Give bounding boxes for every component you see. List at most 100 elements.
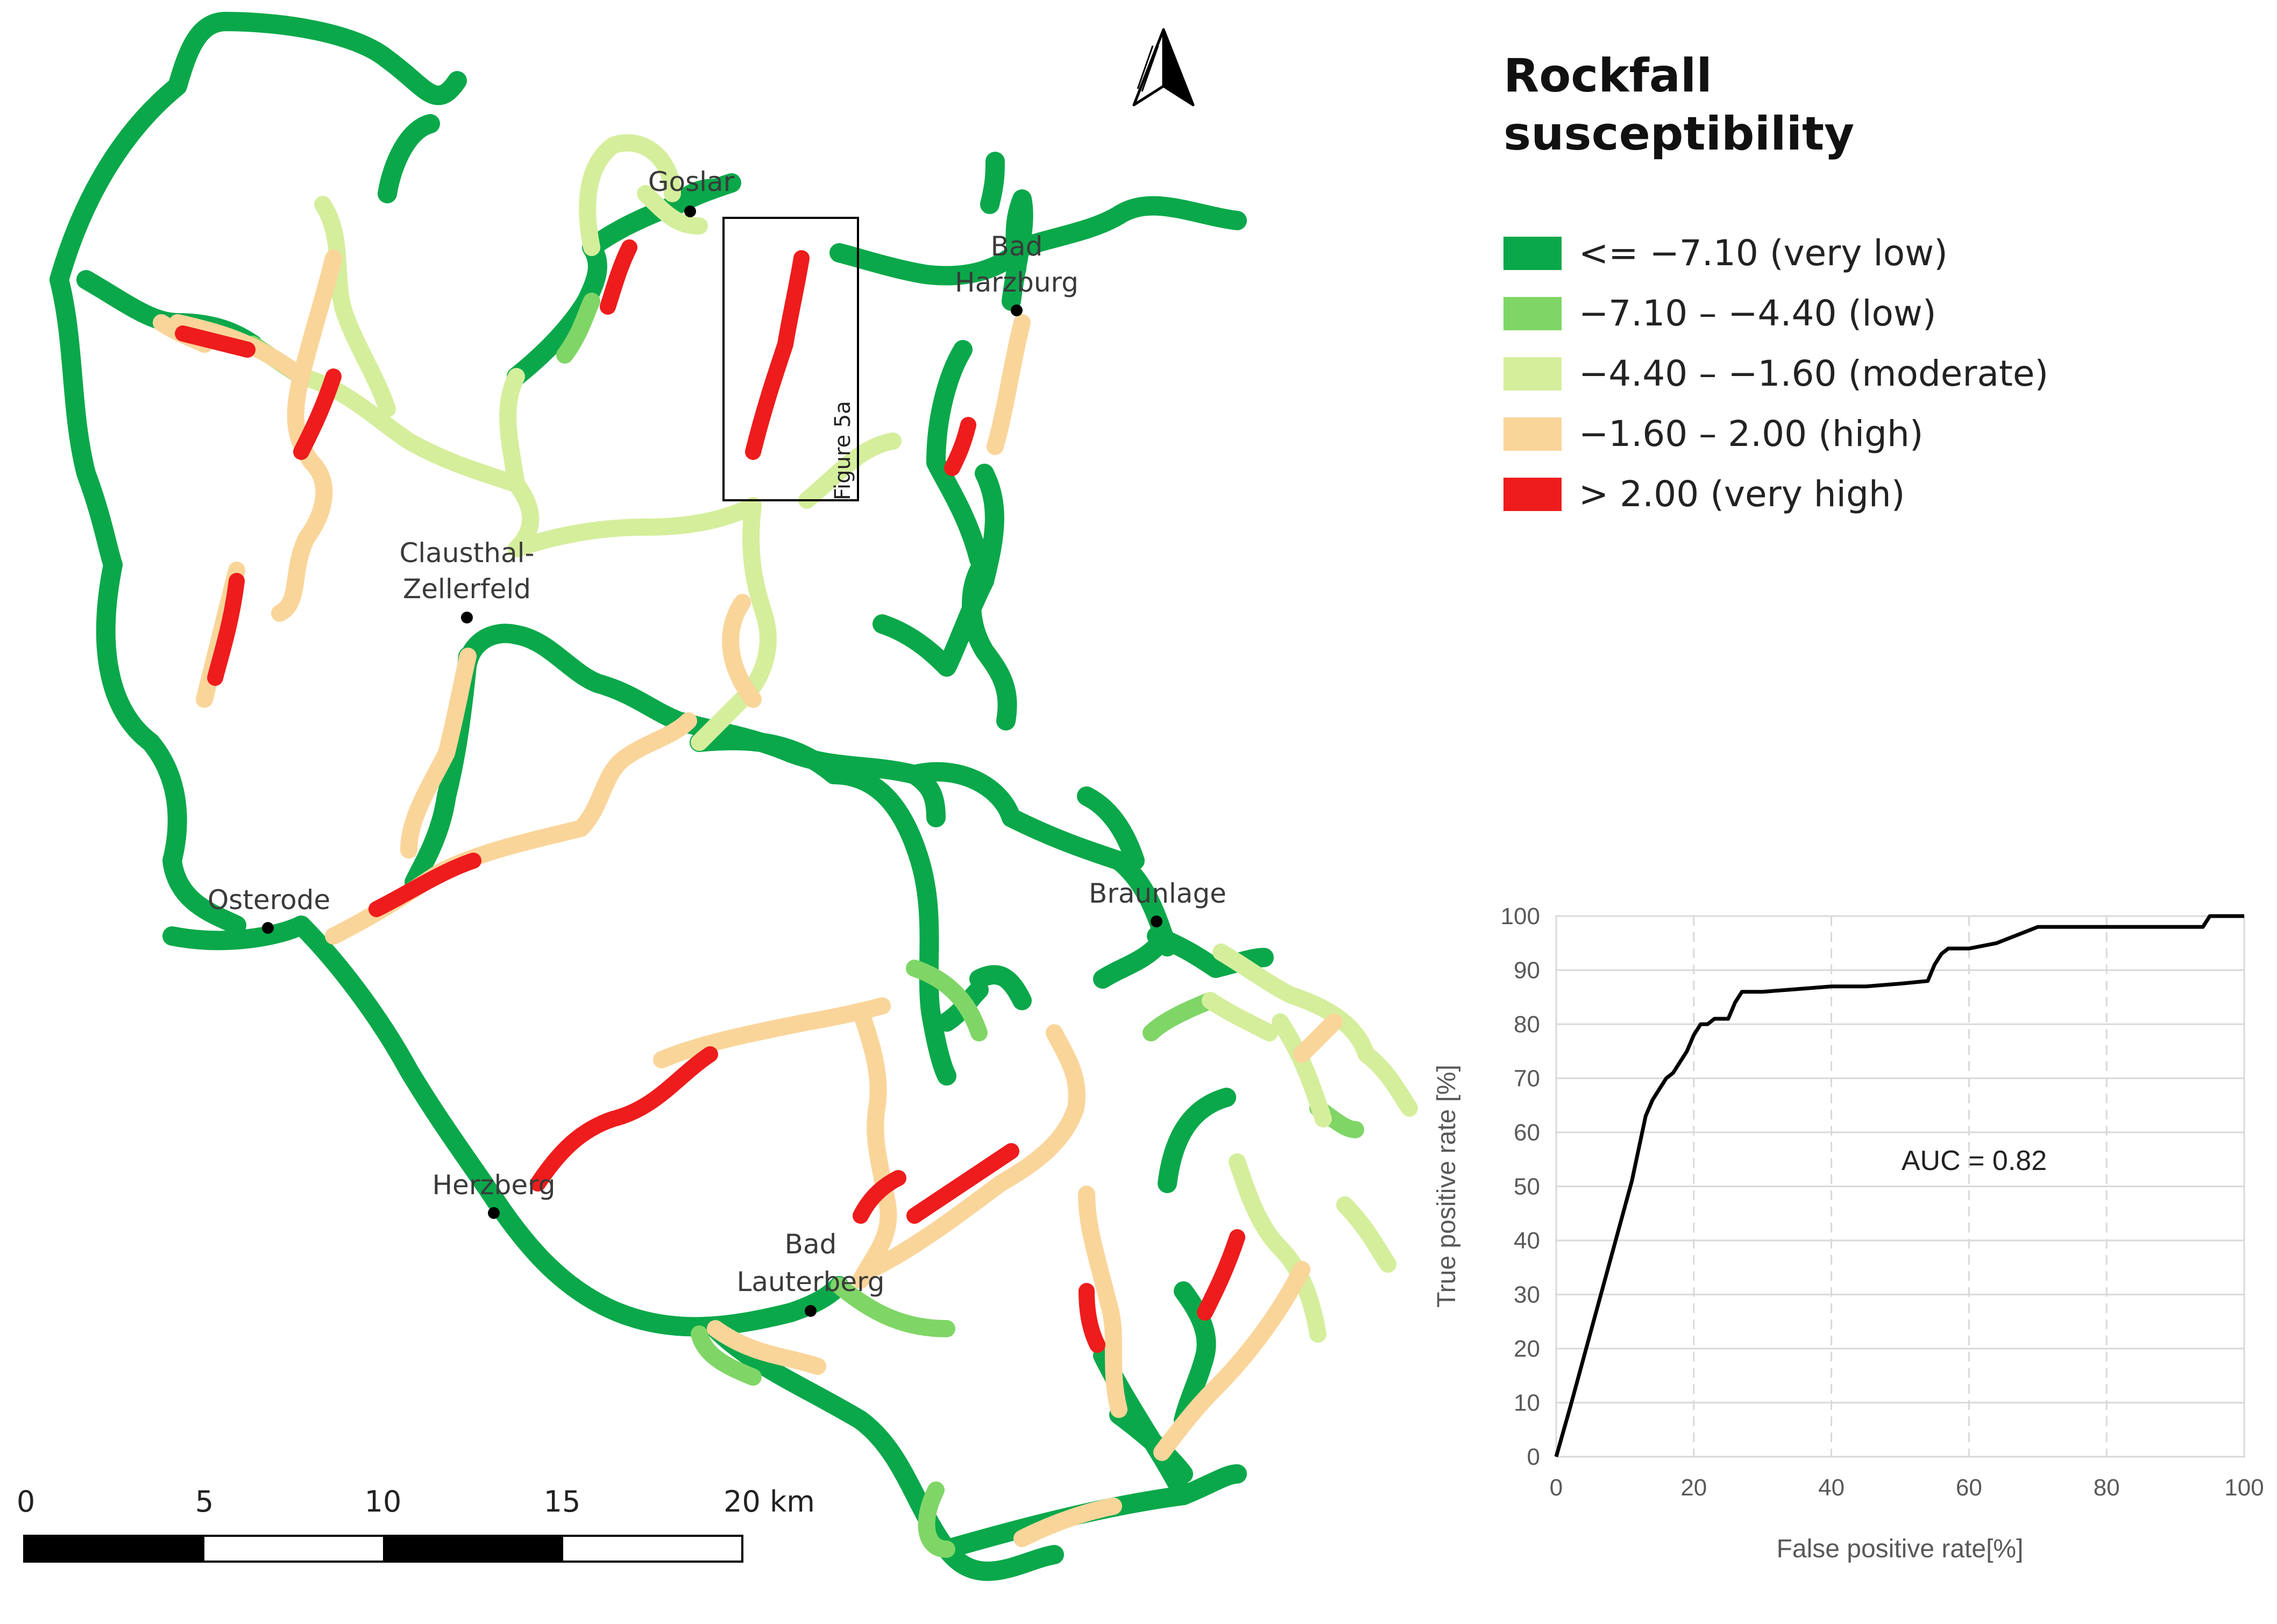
roads-low bbox=[244, 293, 1364, 1558]
road-segment bbox=[1158, 1088, 1236, 1193]
road-segment bbox=[637, 185, 708, 235]
city-dot bbox=[461, 612, 473, 623]
road-segment bbox=[980, 152, 1005, 214]
road-segment bbox=[987, 314, 1031, 455]
x-axis-title: False positive rate[%] bbox=[1777, 1535, 2024, 1563]
road-segment bbox=[853, 1170, 906, 1224]
road-segment bbox=[1293, 1013, 1343, 1063]
auc-annotation: AUC = 0.82 bbox=[1902, 1145, 2047, 1176]
road-segment bbox=[1077, 786, 1145, 870]
legend-swatch bbox=[1503, 478, 1562, 511]
x-tick-label: 100 bbox=[2224, 1474, 2264, 1501]
road-segment bbox=[831, 1277, 955, 1337]
y-axis-title: True positive rate [%] bbox=[1432, 1065, 1461, 1308]
roc-y-ticks: 0 10 20 30 40 50 60 70 80 90 100 bbox=[1501, 903, 1540, 1470]
road-segment bbox=[207, 573, 245, 686]
legend-swatch bbox=[1503, 417, 1562, 451]
x-tick-label: 80 bbox=[2094, 1474, 2120, 1501]
road-segment bbox=[722, 594, 762, 708]
city-label-line-1: Bad bbox=[991, 231, 1043, 262]
road-segment bbox=[1174, 1281, 1216, 1430]
city-dot bbox=[684, 205, 696, 217]
road-segment bbox=[691, 497, 777, 751]
road-segment bbox=[293, 368, 540, 557]
legend-swatch bbox=[1503, 357, 1562, 391]
road-segment bbox=[162, 916, 311, 951]
city-goslar: Goslar bbox=[648, 166, 735, 217]
road-segment bbox=[1143, 992, 1219, 1041]
road-segment bbox=[668, 179, 725, 214]
roads-moderate bbox=[293, 134, 1418, 1343]
road-segment bbox=[863, 1024, 1086, 1278]
road-segment bbox=[49, 270, 123, 575]
road-segment bbox=[485, 1190, 849, 1337]
road-segment bbox=[49, 12, 467, 289]
city-label-line-1: Clausthal- bbox=[399, 537, 534, 569]
legend-label: −7.10 – −4.40 (low) bbox=[1579, 293, 1936, 334]
road-segment bbox=[906, 1143, 1019, 1224]
scale-bar-segment bbox=[383, 1536, 563, 1562]
city-label: Herzberg bbox=[432, 1169, 555, 1201]
road-segment bbox=[96, 555, 246, 935]
inset-box: Figure 5a bbox=[722, 217, 859, 501]
road-segment bbox=[1202, 992, 1278, 1041]
road-segment bbox=[1109, 1405, 1193, 1484]
legend-title-line-2: susceptibility bbox=[1503, 107, 1854, 161]
road-segment bbox=[1078, 1186, 1127, 1418]
city-label-line-2: Harzburg bbox=[955, 267, 1079, 298]
scale-tick-5: 5 bbox=[195, 1485, 214, 1519]
road-segment bbox=[1336, 1196, 1396, 1273]
y-tick-label: 90 bbox=[1514, 958, 1540, 984]
x-tick-label: 60 bbox=[1956, 1474, 1982, 1501]
roc-curve bbox=[1554, 914, 2244, 1457]
city-bad-lauterberg: Bad Lauterberg bbox=[736, 1229, 885, 1317]
road-segment bbox=[1013, 1498, 1122, 1547]
road-segment bbox=[829, 196, 1247, 286]
roads-very-low bbox=[49, 12, 1274, 1581]
scale-tick-15: 15 bbox=[544, 1485, 581, 1519]
legend-label: −1.60 – 2.00 (high) bbox=[1579, 413, 1924, 455]
road-segment bbox=[926, 340, 989, 569]
road-segment bbox=[653, 997, 891, 1068]
scale-tick-20: 20 km bbox=[723, 1485, 815, 1519]
legend-title-line-1: Rockfall bbox=[1503, 49, 1712, 103]
road-segment bbox=[293, 368, 342, 460]
scale-tick-10: 10 bbox=[365, 1485, 402, 1519]
city-markers: Goslar Bad Harzburg Clausthal- Zellerfel… bbox=[208, 166, 1226, 1317]
inset-rectangle bbox=[722, 217, 859, 501]
road-segment bbox=[292, 916, 505, 1209]
road-segment bbox=[1197, 1229, 1245, 1321]
y-tick-label: 30 bbox=[1514, 1282, 1540, 1308]
city-label: Osterode bbox=[208, 884, 330, 916]
city-herzberg: Herzberg bbox=[432, 1169, 556, 1219]
city-braunlage: Braunlage bbox=[1089, 878, 1226, 927]
road-segment bbox=[579, 134, 681, 256]
x-tick-label: 0 bbox=[1550, 1474, 1563, 1501]
city-label-line-2: Lauterberg bbox=[736, 1266, 884, 1297]
road-segment bbox=[271, 250, 342, 622]
roc-chart: 0 20 40 60 80 100 0 10 20 30 40 50 60 70 80 90 100 AUC … bbox=[1432, 903, 2264, 1563]
city-label-line-1: Bad bbox=[785, 1229, 837, 1260]
road-segment bbox=[499, 368, 525, 493]
city-label: Braunlage bbox=[1089, 878, 1226, 909]
road-segment bbox=[918, 1481, 955, 1558]
y-tick-label: 50 bbox=[1514, 1174, 1540, 1200]
legend-label: −4.40 – −1.60 (moderate) bbox=[1579, 353, 2048, 394]
city-osterode: Osterode bbox=[208, 884, 330, 934]
road-segment bbox=[905, 762, 1177, 956]
road-segment bbox=[745, 250, 810, 460]
y-tick-label: 70 bbox=[1514, 1066, 1540, 1092]
legend-swatch bbox=[1503, 237, 1562, 270]
road-segment bbox=[962, 561, 1017, 731]
x-tick-label: 40 bbox=[1818, 1474, 1845, 1501]
city-dot bbox=[1151, 916, 1162, 927]
y-tick-label: 20 bbox=[1514, 1336, 1540, 1362]
road-segment bbox=[691, 1325, 762, 1386]
y-tick-label: 0 bbox=[1527, 1444, 1540, 1470]
inset-label: Figure 5a bbox=[831, 401, 855, 500]
city-dot bbox=[1011, 304, 1023, 316]
road-segment bbox=[906, 960, 988, 1041]
legend-swatch bbox=[1503, 297, 1562, 330]
scale-tick-0: 0 bbox=[17, 1485, 35, 1519]
roc-grid bbox=[1555, 915, 2245, 1458]
